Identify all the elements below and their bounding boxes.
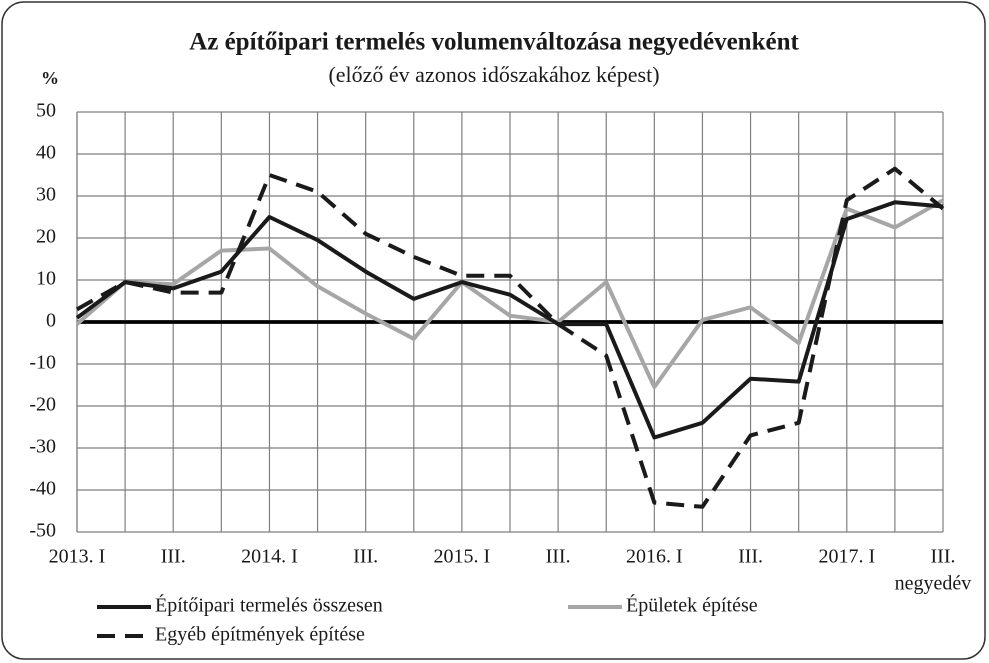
y-tick-label: 30	[36, 184, 56, 206]
y-tick-label: -50	[29, 520, 56, 542]
chart-title: Az építőipari termelés volumenváltozása …	[189, 29, 799, 56]
x-axis-label: negyedév	[895, 573, 972, 595]
x-tick-label: III.	[738, 546, 763, 568]
series-line	[75, 200, 944, 440]
x-tick-label: III.	[546, 546, 571, 568]
series-line	[75, 198, 944, 390]
y-tick-label: 50	[36, 100, 56, 122]
y-tick-label: -10	[29, 352, 56, 374]
series-line	[76, 166, 945, 509]
x-tick-label: III.	[931, 546, 956, 568]
y-tick-label: 0	[46, 310, 56, 332]
y-tick-label: 10	[36, 268, 56, 290]
x-tick-label: 2016. I	[626, 546, 683, 568]
x-tick-label: 2013. I	[49, 546, 106, 568]
legend-label: Építőipari termelés összesen	[155, 594, 383, 617]
x-tick-label: III.	[353, 546, 378, 568]
y-tick-label: 40	[36, 142, 56, 164]
x-tick-label: III.	[161, 546, 186, 568]
x-tick-label: 2017. I	[818, 546, 875, 568]
y-axis-label: %	[41, 68, 59, 88]
y-tick-label: -40	[29, 478, 56, 500]
legend-label: Egyéb építmények építése	[155, 624, 365, 646]
x-tick-label: 2014. I	[241, 546, 298, 568]
y-tick-label: 20	[36, 226, 56, 248]
y-tick-label: -30	[29, 436, 56, 458]
chart-subtitle: (előző év azonos időszakához képest)	[328, 62, 659, 87]
legend-label: Épületek építése	[626, 594, 758, 617]
y-tick-label: -20	[29, 394, 56, 416]
x-tick-label: 2015. I	[434, 546, 491, 568]
